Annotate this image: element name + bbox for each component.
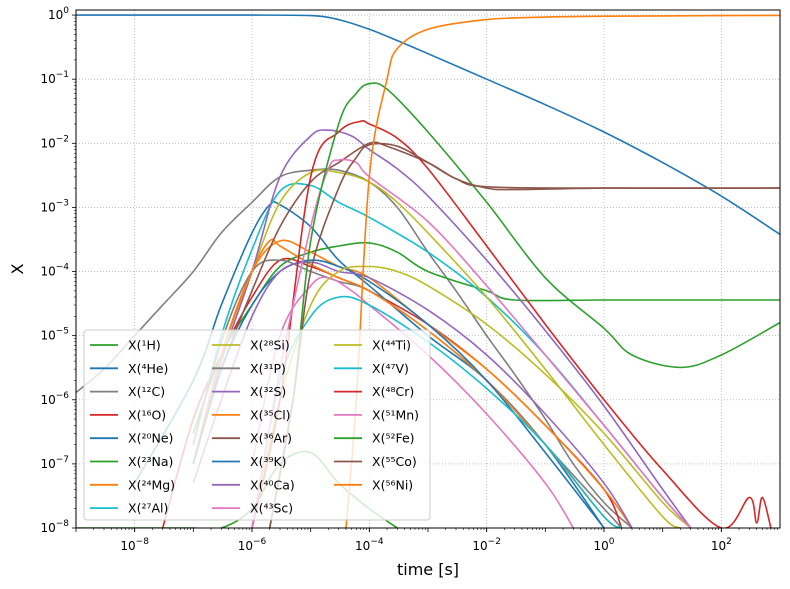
legend-entry-label: X(³⁹K)	[250, 454, 287, 469]
legend-entry-label: X(²⁷Al)	[128, 501, 168, 516]
y-tick-label: 10−5	[40, 327, 69, 343]
x-tick-label: 102	[711, 537, 732, 553]
x-tick-label: 100	[593, 537, 614, 553]
y-tick-label: 10−7	[40, 455, 69, 471]
y-tick-label: 10−2	[40, 134, 69, 150]
y-tick-label: 100	[48, 6, 69, 22]
legend-entry-label: X(¹²C)	[128, 384, 165, 399]
legend-entry-label: X(²⁰Ne)	[128, 431, 173, 446]
y-tick-label: 10−6	[40, 391, 69, 407]
legend: X(¹H) X(⁴He) X(¹²C) X(¹⁶O) X(²⁰Ne) X(²³Na) X(²…	[83, 329, 431, 521]
legend-entry-label: X(⁴⁷V)	[372, 361, 409, 376]
legend-entry-label: X(¹⁶O)	[128, 407, 166, 422]
y-tick-label: 10−4	[40, 263, 69, 279]
legend-entry-label: X(⁴⁸Cr)	[372, 384, 414, 399]
legend-entry-label: X(⁵²Fe)	[372, 431, 415, 446]
legend-entries: X(¹H) X(⁴He) X(¹²C) X(¹⁶O) X(²⁰Ne) X(²³Na) X(²…	[90, 338, 419, 516]
legend-entry-label: X(¹H)	[128, 338, 161, 353]
y-tick-label: 10−3	[40, 198, 69, 214]
legend-entry-label: X(²⁴Mg)	[128, 477, 175, 492]
series-line-2	[76, 168, 633, 528]
legend-entry-label: X(⁵⁵Co)	[372, 454, 417, 469]
x-tick-label: 10−2	[472, 537, 501, 553]
axis-ticks	[72, 14, 778, 532]
x-tick-label: 10−6	[238, 537, 267, 553]
legend-entry-label: X(⁵⁶Ni)	[372, 477, 413, 492]
series-line-21	[268, 142, 780, 528]
x-tick-labels: 10−8 10−6 10−4 10−2 100 102	[120, 537, 731, 553]
legend-frame	[83, 329, 431, 521]
series-line-1	[76, 14, 780, 236]
series-line-18	[251, 120, 772, 528]
x-tick-label: 10−4	[355, 537, 384, 553]
legend-entry-label: X(²³Na)	[128, 454, 173, 469]
legend-entry-label: X(⁴He)	[128, 361, 168, 376]
legend-entry-label: X(³¹P)	[250, 361, 286, 376]
y-tick-label: 10−1	[40, 70, 69, 86]
series-line-15	[251, 276, 574, 528]
legend-entry-label: X(³²S)	[250, 384, 286, 399]
series-line-20	[268, 82, 780, 528]
legend-entry-label: X(⁴⁰Ca)	[250, 477, 295, 492]
legend-entry-label: X(³⁶Ar)	[250, 431, 292, 446]
legend-entry-label: X(²⁸Si)	[250, 338, 290, 353]
legend-entry-label: X(⁴³Sc)	[250, 501, 293, 516]
legend-entry-label: X(³⁵Cl)	[250, 407, 291, 422]
x-axis-label: time [s]	[397, 560, 459, 579]
y-axis-label: X	[8, 263, 27, 274]
x-tick-label: 10−8	[120, 537, 149, 553]
legend-entry-label: X(⁵¹Mn)	[372, 407, 419, 422]
y-tick-label: 10−8	[40, 519, 69, 535]
y-tick-labels: 10−8 10−7 10−6 10−5 10−4 10−3 10−2 10−1 100	[40, 6, 69, 535]
legend-entry-label: X(⁴⁴Ti)	[372, 338, 411, 353]
